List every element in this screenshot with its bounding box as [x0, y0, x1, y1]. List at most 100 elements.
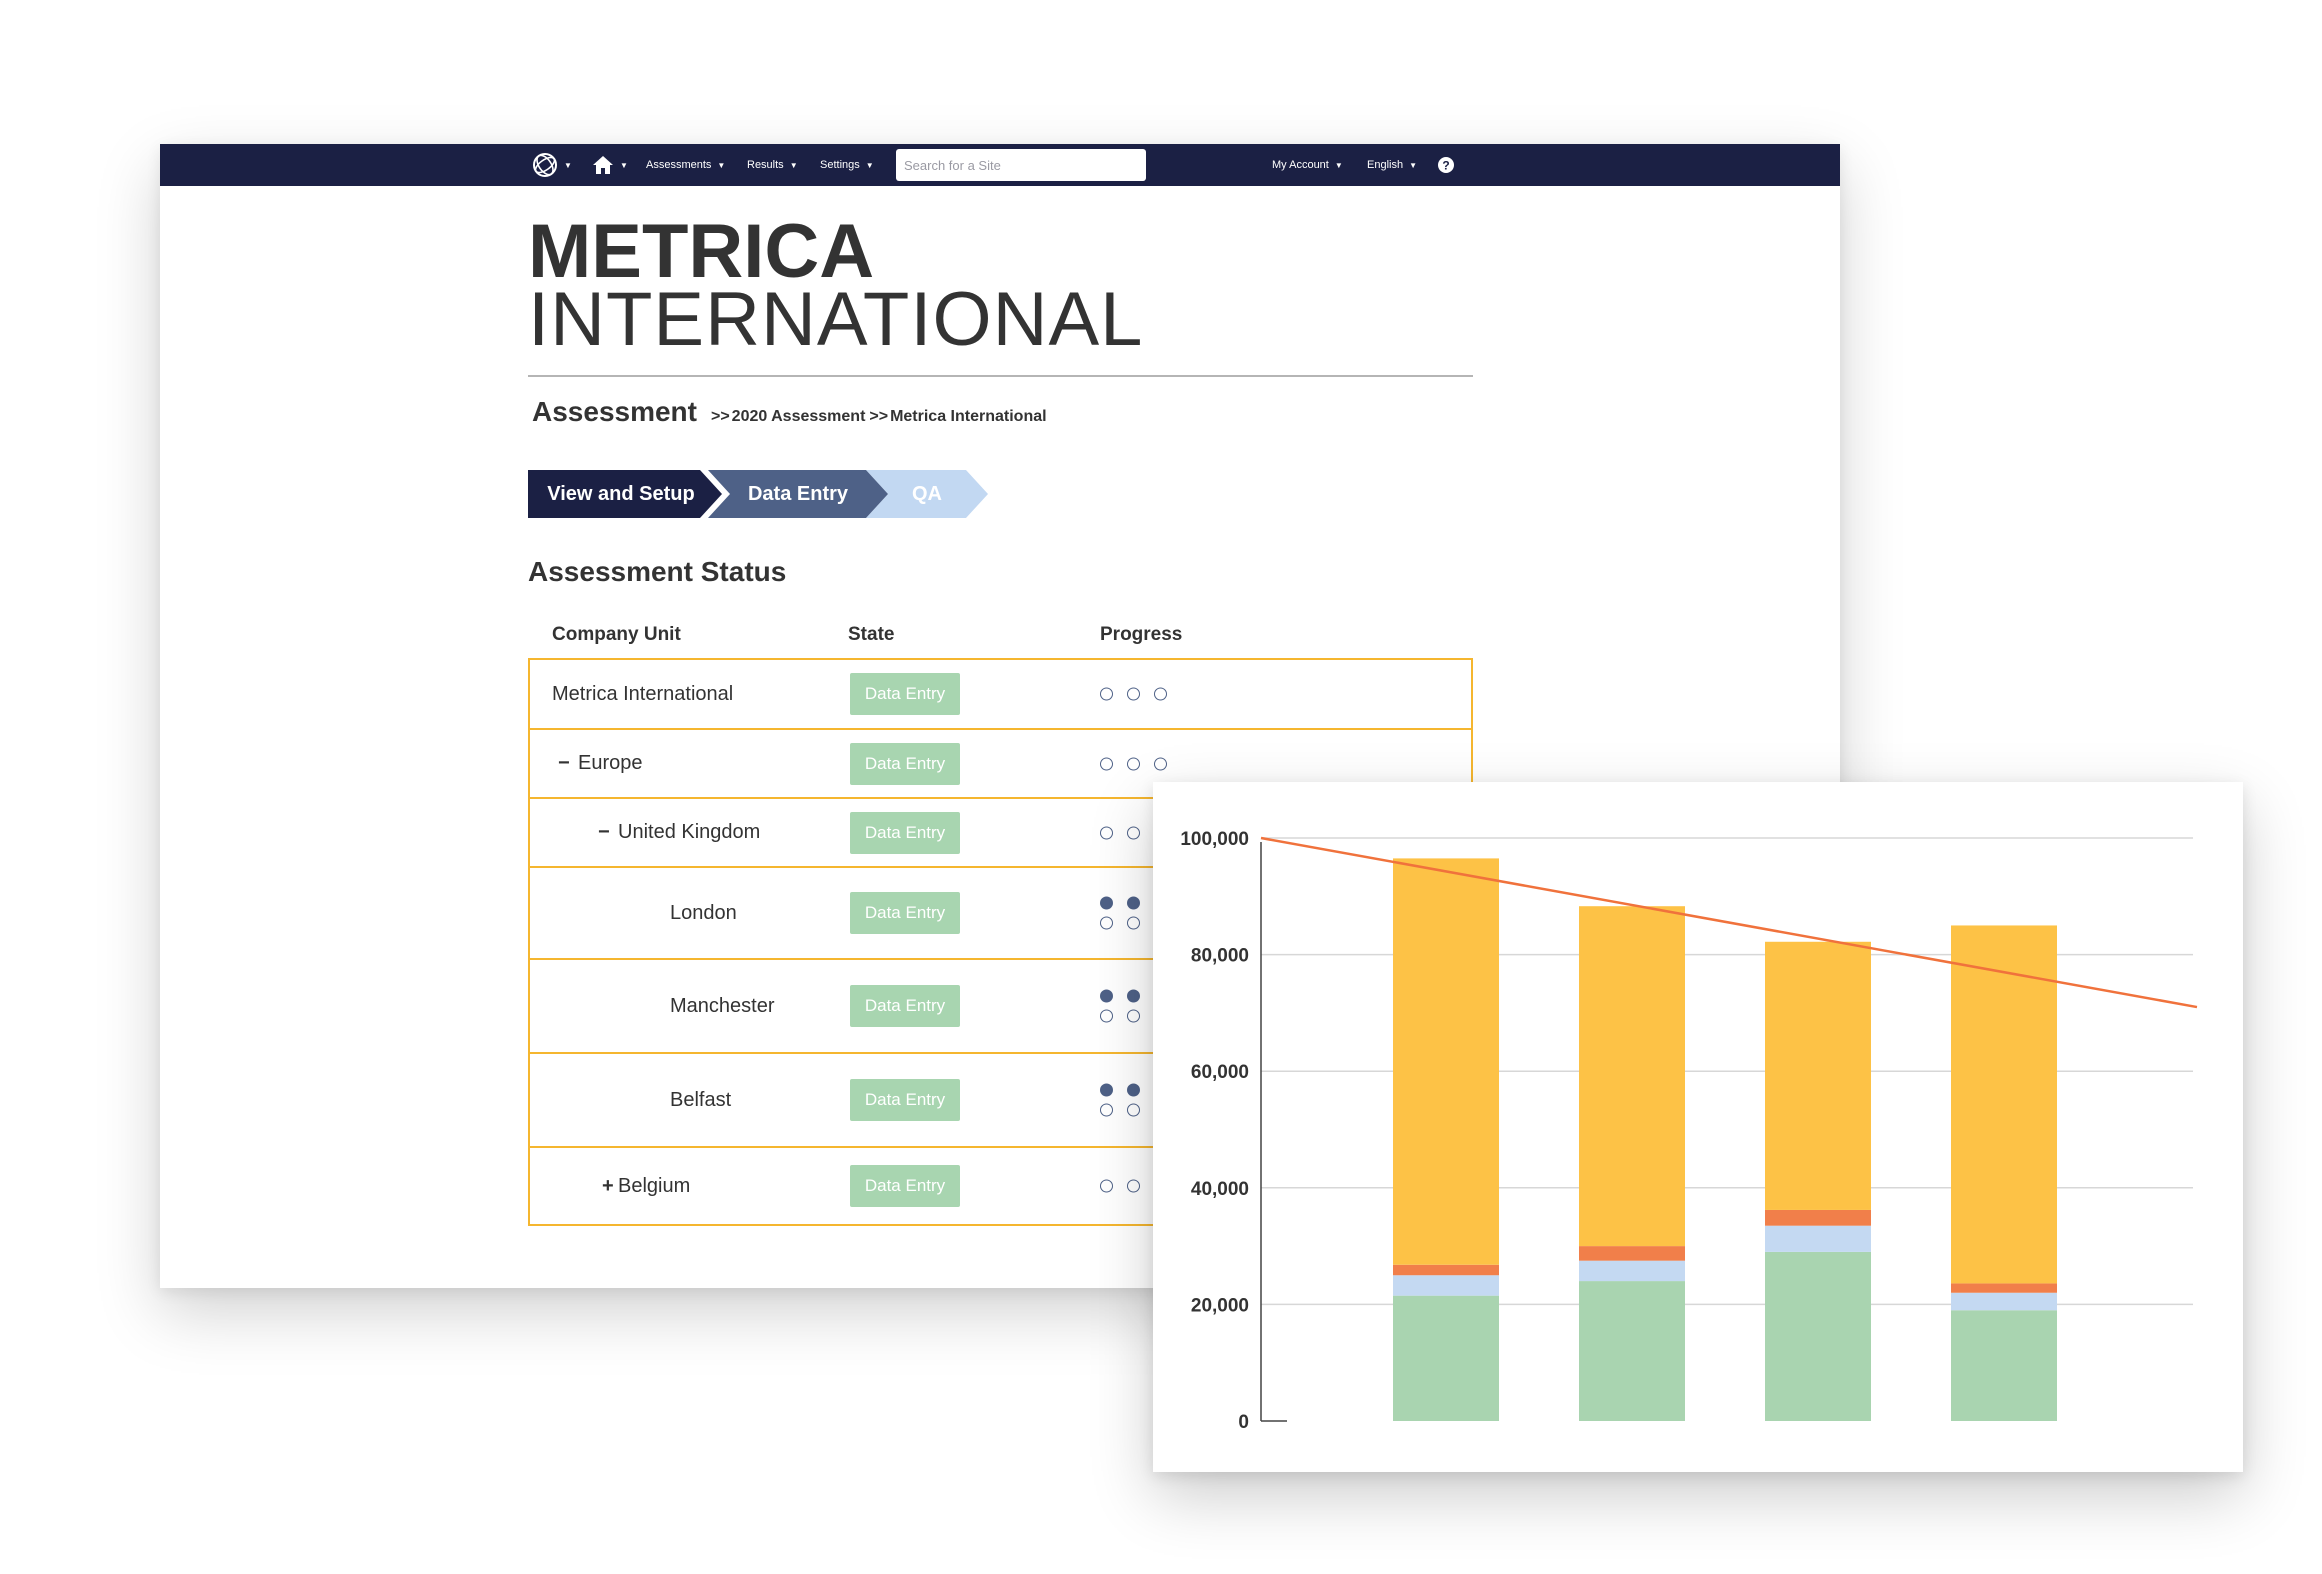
bar-segment	[1393, 858, 1499, 1265]
chevron-down-icon: ▼	[1409, 160, 1417, 170]
breadcrumb-separator: >>	[710, 408, 730, 425]
trend-line	[1260, 836, 2198, 1009]
table-row[interactable]: Metrica International Data Entry	[528, 658, 1473, 730]
bar-segment	[1579, 1260, 1685, 1282]
collapse-toggle[interactable]: −	[558, 752, 570, 774]
company-unit-label: London	[670, 901, 737, 924]
company-unit-cell: Metrica International	[552, 660, 733, 728]
company-unit-label: Metrica International	[552, 682, 734, 705]
globe-logo-icon	[533, 153, 557, 177]
breadcrumb-separator: >>	[869, 408, 889, 425]
bar-segment	[1765, 1209, 1871, 1226]
progress-dot-empty	[1127, 1179, 1140, 1193]
bar-segment	[1765, 1251, 1871, 1421]
state-badge[interactable]: Data Entry	[850, 811, 960, 854]
nav-results[interactable]: Results ▼	[747, 144, 798, 186]
bar-segment	[1951, 1283, 2057, 1293]
progress-dot-filled	[1127, 1083, 1140, 1097]
progress-dot-empty	[1100, 687, 1113, 701]
brand-logo-line2: INTERNATIONAL	[528, 277, 1144, 362]
assessment-status-title: Assessment Status	[528, 556, 787, 587]
column-header-company-unit: Company Unit	[552, 624, 681, 645]
progress-dot-empty	[1100, 1009, 1113, 1023]
bar-segment	[1579, 906, 1685, 1247]
state-badge[interactable]: Data Entry	[850, 892, 960, 934]
nav-assessments-label: Assessments	[646, 159, 712, 171]
progress-dot-filled	[1100, 1083, 1113, 1097]
progress-dot-empty	[1100, 1179, 1113, 1193]
column-header-progress: Progress	[1100, 624, 1183, 645]
progress-dot-filled	[1127, 896, 1140, 910]
chevron-down-icon: ▼	[620, 160, 628, 170]
y-tick-label: 20,000	[1191, 1295, 1249, 1316]
y-tick-label: 0	[1238, 1412, 1249, 1433]
progress-dot-filled	[1100, 896, 1113, 910]
y-tick-label: 80,000	[1191, 946, 1249, 967]
company-unit-cell: Manchester	[670, 960, 775, 1052]
step-data-entry[interactable]: Data Entry	[708, 470, 888, 518]
bar-segment	[1951, 1310, 2057, 1421]
breadcrumb-link-company[interactable]: Metrica International	[890, 408, 1047, 425]
home-menu[interactable]: ▼	[592, 144, 628, 186]
company-unit-label: Belfast	[670, 1088, 732, 1111]
nav-settings[interactable]: Settings ▼	[820, 144, 874, 186]
state-badge[interactable]: Data Entry	[850, 742, 960, 785]
state-badge[interactable]: Data Entry	[850, 1165, 960, 1207]
step-view-and-setup[interactable]: View and Setup	[528, 470, 722, 518]
progress-dot-filled	[1127, 989, 1140, 1003]
app-window: ▼ ▼ Assessments ▼ Results ▼ Settings ▼ My A…	[160, 144, 1840, 1288]
chevron-down-icon: ▼	[865, 160, 874, 170]
progress-indicator	[1100, 687, 1167, 701]
progress-dot-empty	[1127, 826, 1140, 839]
search-input[interactable]	[896, 149, 1146, 181]
nav-assessments[interactable]: Assessments ▼	[646, 144, 725, 186]
progress-dot-empty	[1100, 826, 1113, 839]
progress-dot-empty	[1100, 916, 1113, 930]
my-account-label: My Account	[1272, 159, 1329, 171]
breadcrumb: Assessment >> 2020 Assessment >> Metrica…	[532, 396, 1047, 428]
progress-dot-empty	[1127, 916, 1140, 930]
company-unit-cell: London	[670, 868, 737, 958]
help-button[interactable]: ?	[1438, 144, 1454, 186]
bar-segment	[1579, 1246, 1685, 1261]
bar-segment	[1393, 1264, 1499, 1276]
progress-dot-filled	[1100, 989, 1113, 1003]
progress-dot-empty	[1127, 687, 1140, 701]
bar-segment	[1765, 1225, 1871, 1252]
y-tick-label: 60,000	[1191, 1062, 1249, 1083]
bar-segment	[1951, 1292, 2057, 1311]
bar-segment	[1393, 1295, 1499, 1421]
my-account-menu[interactable]: My Account ▼	[1272, 144, 1343, 186]
state-badge[interactable]: Data Entry	[850, 1079, 960, 1121]
help-icon: ?	[1438, 157, 1454, 173]
state-badge[interactable]: Data Entry	[850, 985, 960, 1027]
expand-toggle[interactable]: +	[602, 1174, 614, 1197]
company-unit-cell: Belfast	[670, 1054, 731, 1146]
company-unit-label: Belgium	[618, 1174, 691, 1197]
svg-text:?: ?	[1442, 159, 1449, 173]
home-icon	[593, 156, 613, 174]
progress-dot-empty	[1127, 1103, 1140, 1117]
progress-dot-empty	[1154, 687, 1167, 701]
nav-results-label: Results	[747, 159, 784, 171]
chevron-down-icon: ▼	[717, 160, 726, 170]
bar-segment	[1393, 1275, 1499, 1296]
progress-dot-empty	[1100, 757, 1113, 770]
language-menu[interactable]: English ▼	[1367, 144, 1417, 186]
breadcrumb-title: Assessment	[532, 396, 697, 427]
company-unit-label: Europe	[578, 752, 643, 774]
globe-logo-menu[interactable]: ▼	[532, 144, 572, 186]
company-unit-cell: − Europe	[558, 730, 643, 797]
breadcrumb-link-assessment[interactable]: 2020 Assessment	[731, 408, 866, 425]
progress-dot-empty	[1127, 1009, 1140, 1023]
header-divider	[528, 375, 1473, 377]
chevron-down-icon: ▼	[564, 160, 572, 170]
stacked-bar-chart: 0 20,000 40,000 60,000 80,000 100,000	[1180, 829, 2198, 1433]
nav-settings-label: Settings	[820, 159, 860, 171]
column-header-state: State	[848, 624, 895, 645]
top-navbar: ▼ ▼ Assessments ▼ Results ▼ Settings ▼ My A…	[160, 144, 1840, 186]
state-badge[interactable]: Data Entry	[850, 673, 960, 715]
bar-segment	[1951, 925, 2057, 1284]
collapse-toggle[interactable]: −	[598, 821, 610, 843]
language-label: English	[1367, 159, 1404, 171]
